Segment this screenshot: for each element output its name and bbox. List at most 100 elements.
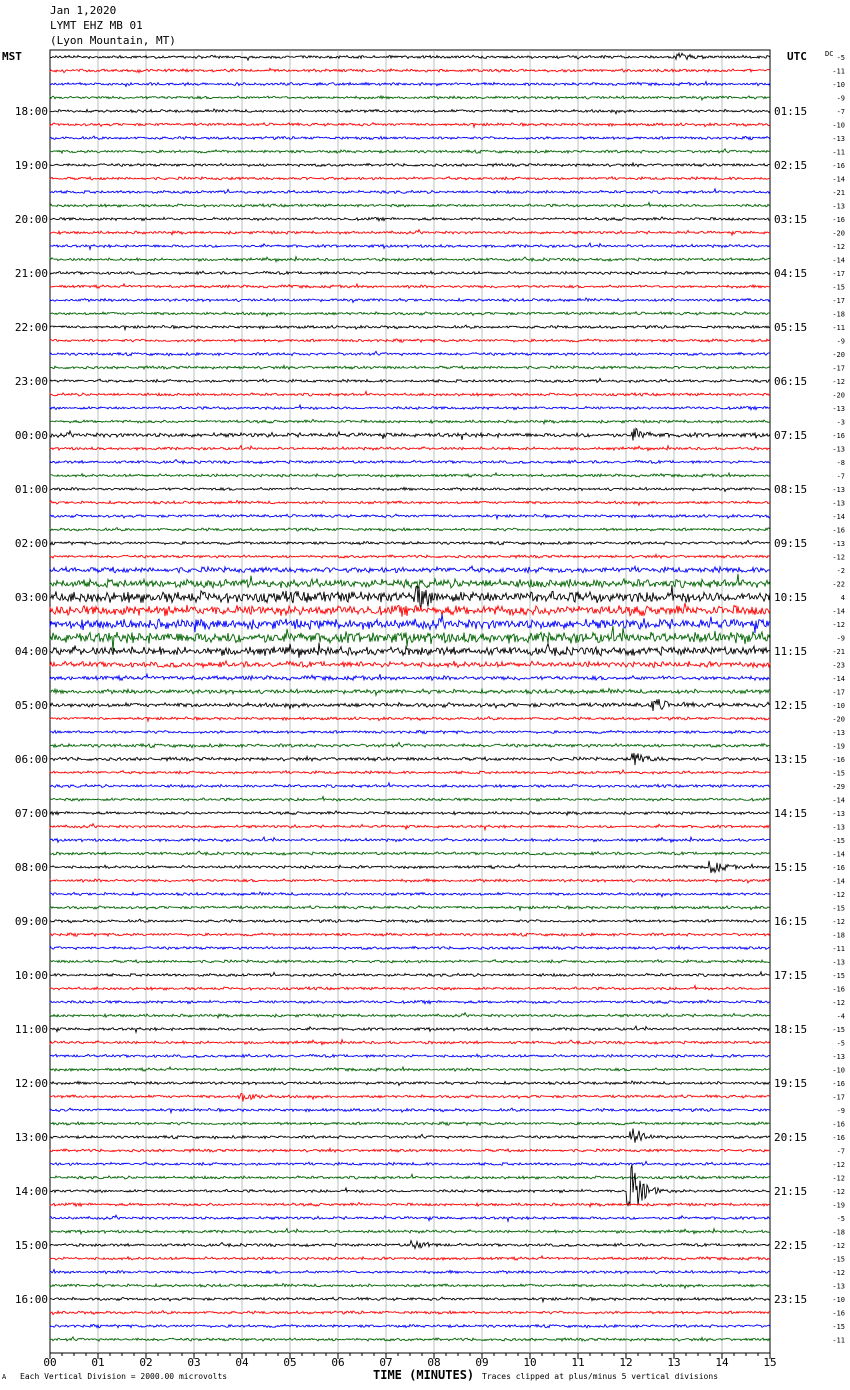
dc-offset-label: -12 [832, 918, 845, 926]
dc-offset-label: -15 [832, 1256, 845, 1264]
dc-offset-label: -3 [837, 419, 845, 427]
right-hour-label: 17:15 [774, 969, 807, 982]
dc-offset-label: -11 [832, 324, 845, 332]
seismic-trace [49, 918, 771, 924]
right-hour-label: 02:15 [774, 159, 807, 172]
dc-offset-label: -2 [837, 567, 845, 575]
dc-offset-label: -14 [832, 851, 845, 859]
dc-offset-label: -13 [832, 959, 845, 967]
scale-note: Each Vertical Division = 2000.00 microvo… [20, 1372, 228, 1381]
left-hour-label: 08:00 [15, 861, 48, 874]
seismic-trace [49, 539, 770, 546]
right-hour-label: 22:15 [774, 1239, 807, 1252]
dc-offset-label: -5 [837, 1215, 845, 1223]
dc-offset-label: -17 [832, 297, 845, 305]
seismic-trace [49, 201, 771, 208]
x-tick-label: 11 [571, 1356, 584, 1369]
left-hour-label: 16:00 [15, 1293, 48, 1306]
left-hour-label: 10:00 [15, 969, 48, 982]
dc-offset-label: -15 [832, 972, 845, 980]
dc-offset-label: -5 [837, 1040, 845, 1048]
seismic-trace [49, 1254, 771, 1261]
left-hour-label: 09:00 [15, 915, 48, 928]
seismic-trace [49, 932, 771, 938]
right-hour-label: 18:15 [774, 1023, 807, 1036]
seismic-trace [49, 513, 771, 521]
dc-offset-label: -17 [832, 270, 845, 278]
seismic-trace [49, 687, 771, 697]
right-hour-label: 15:15 [774, 861, 807, 874]
seismic-trace [49, 363, 771, 371]
dc-offset-label: -14 [832, 797, 845, 805]
dc-offset-label: -12 [832, 1188, 845, 1196]
seismic-trace [49, 216, 771, 223]
seismic-trace [49, 1282, 771, 1290]
dc-offset-label: -16 [832, 1121, 845, 1129]
dc-offset-label: -16 [832, 1080, 845, 1088]
dc-offset-label: -29 [832, 783, 845, 791]
dc-offset-label: -14 [832, 608, 845, 616]
left-hour-label: 14:00 [15, 1185, 48, 1198]
dc-offset-label: -5 [837, 54, 845, 62]
left-timezone-label: MST [2, 50, 22, 63]
seismic-trace [49, 860, 771, 874]
clip-note: Traces clipped at plus/minus 5 vertical … [482, 1372, 719, 1381]
seismic-trace [49, 585, 771, 610]
dc-offset-label: -20 [832, 392, 845, 400]
dc-offset-label: -16 [832, 1134, 845, 1142]
seismic-trace [49, 958, 771, 964]
right-hour-label: 06:15 [774, 375, 807, 388]
dc-offset-label: -16 [832, 756, 845, 764]
left-hour-label: 22:00 [15, 321, 48, 334]
x-tick-label: 07 [379, 1356, 392, 1369]
seismic-trace [49, 94, 771, 102]
seismic-trace [49, 324, 771, 332]
right-hour-label: 11:15 [774, 645, 807, 658]
seismic-trace [49, 1121, 771, 1127]
x-tick-label: 04 [235, 1356, 249, 1369]
dc-offset-label: -16 [832, 432, 845, 440]
dc-offset-label: -21 [832, 648, 845, 656]
dc-offset-label: -20 [832, 351, 845, 359]
dc-offset-label: -15 [832, 770, 845, 778]
dc-offset-label: -10 [832, 1067, 845, 1075]
x-tick-label: 00 [43, 1356, 56, 1369]
seismic-trace [49, 255, 771, 264]
seismic-trace [49, 672, 771, 682]
dc-offset-label: -13 [832, 729, 845, 737]
dc-offset-label: -13 [832, 486, 845, 494]
dc-offset-label: -11 [832, 149, 845, 157]
dc-offset-label: -13 [832, 810, 845, 818]
x-tick-label: 15 [763, 1356, 776, 1369]
seismic-trace [49, 338, 771, 344]
seismic-trace [49, 1201, 771, 1209]
seismic-trace [49, 1309, 771, 1316]
dc-offset-label: -9 [837, 95, 845, 103]
dc-offset-label: -12 [832, 554, 845, 562]
dc-label: DC [825, 50, 833, 58]
dc-offset-label: -12 [832, 999, 845, 1007]
right-hour-label: 09:15 [774, 537, 807, 550]
seismic-trace [49, 1214, 771, 1223]
seismic-trace [49, 984, 770, 991]
dc-offset-label: -14 [832, 176, 845, 184]
seismic-trace [49, 999, 771, 1006]
seismic-trace [49, 1323, 771, 1329]
seismic-trace [49, 499, 771, 507]
seismic-trace [49, 795, 771, 803]
dc-offset-label: -12 [832, 243, 845, 251]
seismic-trace [49, 1053, 771, 1059]
left-hour-label: 04:00 [15, 645, 48, 658]
dc-offset-label: -12 [832, 1269, 845, 1277]
seismic-trace [49, 781, 771, 789]
left-hour-label: 06:00 [15, 753, 48, 766]
seismic-trace [49, 418, 771, 426]
dc-offset-label: -18 [832, 311, 845, 319]
right-hour-label: 14:15 [774, 807, 807, 820]
seismic-trace [49, 377, 771, 384]
right-hour-label: 04:15 [774, 267, 807, 280]
seismic-trace [49, 135, 771, 141]
dc-offset-label: -10 [832, 702, 845, 710]
seismic-trace [49, 67, 771, 74]
dc-offset-label: -4 [837, 1013, 845, 1021]
